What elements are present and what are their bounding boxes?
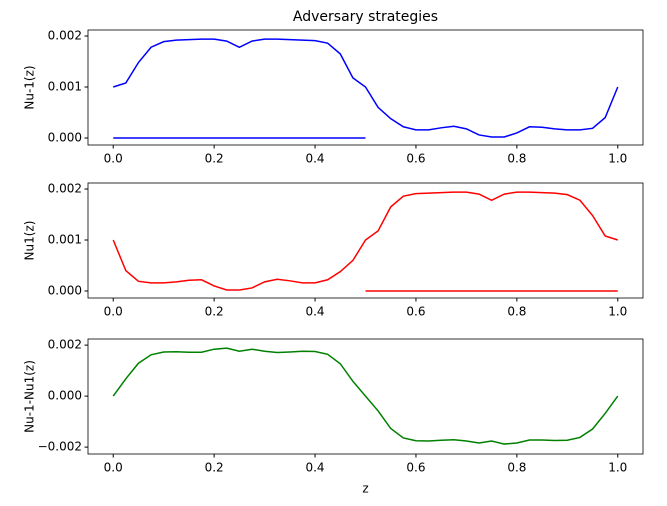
y-axis-label: Nu1(z) bbox=[23, 221, 37, 261]
y-tick-label: 0.002 bbox=[48, 182, 82, 196]
x-tick-label: 0.2 bbox=[205, 305, 224, 319]
y-tick-label: 0.002 bbox=[48, 29, 82, 43]
x-tick-label: 0.4 bbox=[305, 305, 324, 319]
x-tick-label: 0.6 bbox=[406, 305, 425, 319]
y-tick-label: 0.000 bbox=[48, 131, 82, 145]
x-tick-label: 0.0 bbox=[104, 152, 123, 166]
x-tick-label: 1.0 bbox=[608, 152, 627, 166]
x-tick-label: 0.8 bbox=[507, 152, 526, 166]
y-tick-label: 0.001 bbox=[48, 233, 82, 247]
x-tick-label: 0.0 bbox=[104, 461, 123, 475]
chart-title: Adversary strategies bbox=[293, 9, 438, 25]
x-tick-label: 1.0 bbox=[608, 305, 627, 319]
data-line bbox=[112, 191, 619, 291]
y-tick-label: 0.002 bbox=[48, 338, 82, 352]
axes-frame bbox=[87, 182, 644, 299]
x-tick-label: 0.6 bbox=[406, 461, 425, 475]
data-line bbox=[112, 347, 619, 445]
x-tick-label: 0.0 bbox=[104, 305, 123, 319]
y-tick-label: 0.000 bbox=[48, 389, 82, 403]
x-tick-label: 0.4 bbox=[305, 461, 324, 475]
x-tick-label: 0.8 bbox=[507, 305, 526, 319]
x-tick-label: 0.4 bbox=[305, 152, 324, 166]
x-tick-label: 0.2 bbox=[205, 461, 224, 475]
x-tick-label: 0.6 bbox=[406, 152, 425, 166]
axes-frame bbox=[87, 338, 644, 455]
y-tick-label: 0.001 bbox=[48, 80, 82, 94]
x-tick-label: 0.8 bbox=[507, 461, 526, 475]
x-axis-label: z bbox=[362, 482, 368, 496]
y-tick-label: 0.000 bbox=[48, 284, 82, 298]
y-axis-label: Nu-1-Nu1(z) bbox=[23, 360, 37, 433]
x-tick-label: 0.2 bbox=[205, 152, 224, 166]
y-tick-label: −0.002 bbox=[38, 440, 82, 454]
data-line bbox=[112, 38, 619, 138]
y-axis-label: Nu-1(z) bbox=[23, 65, 37, 109]
axes-frame bbox=[87, 29, 644, 146]
x-tick-label: 1.0 bbox=[608, 461, 627, 475]
